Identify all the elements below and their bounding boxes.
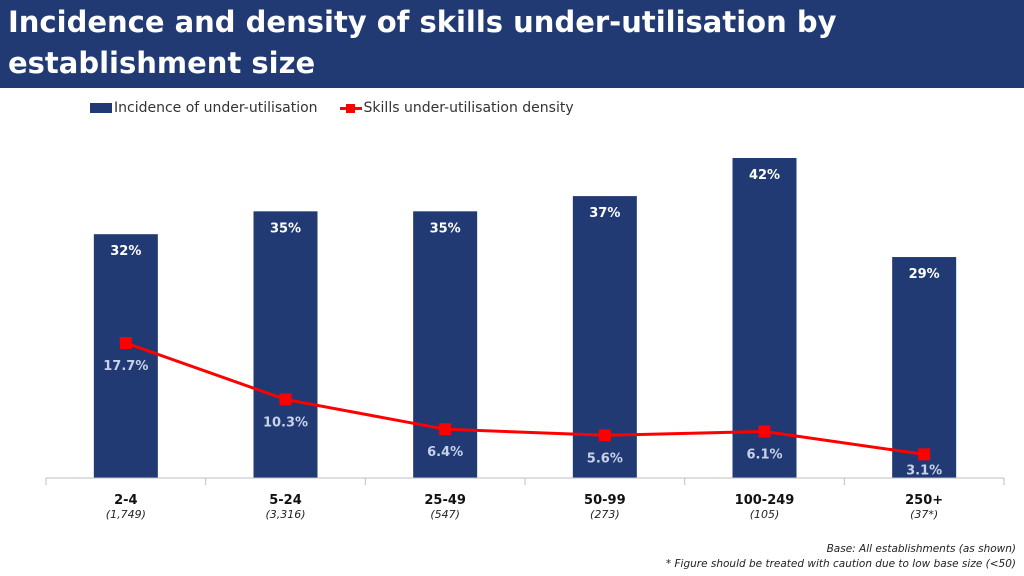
- base-size-label-3: (273): [590, 508, 620, 521]
- bar-value-label-3: 37%: [589, 206, 620, 221]
- bar-value-label-2: 35%: [430, 221, 461, 236]
- legend-label-density: Skills under-utilisation density: [363, 100, 574, 116]
- category-label-1: 5-24: [269, 493, 302, 508]
- legend: Incidence of under-utilisation Skills un…: [90, 97, 596, 119]
- base-size-label-4: (105): [750, 508, 780, 521]
- density-value-label-5: 3.1%: [906, 463, 942, 478]
- legend-item-density: Skills under-utilisation density: [339, 100, 574, 116]
- title-bar: Incidence and density of skills under-ut…: [0, 0, 1024, 88]
- density-value-label-4: 6.1%: [746, 447, 782, 462]
- density-marker-0: [119, 337, 132, 349]
- bar-4: [732, 158, 797, 478]
- density-marker-2: [439, 423, 452, 436]
- bar-0: [93, 234, 158, 478]
- category-label-2: 25-49: [424, 493, 466, 508]
- bar-5: [892, 257, 957, 478]
- base-size-label-2: (547): [430, 508, 460, 521]
- legend-swatch-marker: [345, 104, 355, 113]
- density-line: [125, 341, 925, 456]
- footnote-caution: * Figure should be treated with caution …: [665, 558, 1016, 570]
- footnote-base: Base: All establishments (as shown): [826, 543, 1016, 555]
- density-value-label-1: 10.3%: [263, 415, 308, 430]
- category-label-0: 2-4: [114, 493, 138, 508]
- density-value-label-3: 5.6%: [587, 451, 623, 466]
- density-marker-3: [598, 429, 611, 442]
- legend-label-incidence: Incidence of under-utilisation: [114, 100, 318, 116]
- density-marker-5: [918, 448, 931, 461]
- base-size-label-0: (1,749): [106, 508, 146, 521]
- category-label-5: 250+: [905, 493, 943, 508]
- bar-value-label-0: 32%: [110, 244, 141, 259]
- bar-2: [413, 211, 478, 479]
- density-value-label-0: 17.7%: [103, 359, 148, 374]
- base-size-label-1: (3,316): [265, 508, 305, 521]
- chart-title: Incidence and density of skills under-ut…: [8, 5, 837, 80]
- bar-value-label-4: 42%: [749, 168, 780, 183]
- bar-value-label-1: 35%: [270, 221, 301, 236]
- base-size-label-5: (37*): [910, 508, 938, 521]
- category-label-4: 100-249: [735, 493, 795, 508]
- density-marker-4: [758, 425, 771, 438]
- legend-item-incidence: Incidence of under-utilisation: [90, 100, 318, 116]
- bar-value-label-5: 29%: [909, 267, 940, 282]
- legend-swatch-bar: [90, 103, 112, 113]
- legend-swatch-line: [339, 103, 362, 113]
- bar-1: [253, 211, 318, 479]
- category-label-3: 50-99: [584, 493, 626, 508]
- density-marker-1: [279, 393, 292, 406]
- density-value-label-2: 6.4%: [427, 445, 463, 460]
